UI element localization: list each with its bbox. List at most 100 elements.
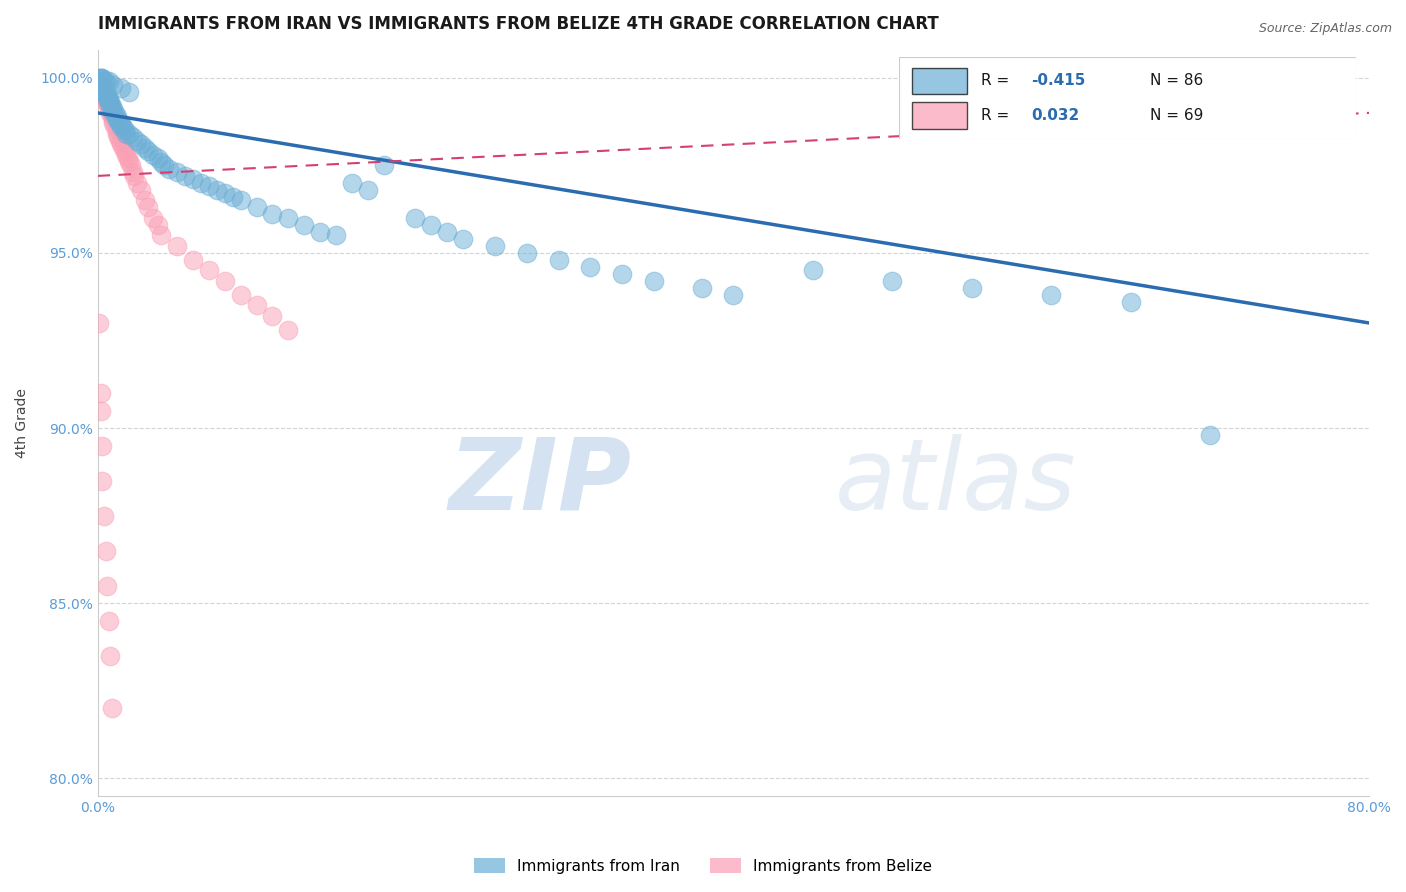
- Point: [89, 81, 111, 95]
- Point: [214, 274, 236, 288]
- Point: [112, 120, 135, 134]
- Point: [94, 85, 117, 99]
- Point: [166, 239, 188, 253]
- Point: [146, 218, 169, 232]
- Point: [93, 88, 115, 103]
- Point: [357, 183, 380, 197]
- Point: [214, 186, 236, 201]
- Point: [90, 81, 112, 95]
- Point: [340, 176, 363, 190]
- Point: [91, 70, 114, 85]
- Point: [98, 95, 121, 110]
- Point: [90, 70, 112, 85]
- Point: [451, 232, 474, 246]
- Point: [89, 70, 111, 85]
- Point: [90, 78, 112, 92]
- Point: [89, 74, 111, 88]
- Point: [97, 92, 120, 106]
- Point: [112, 141, 135, 155]
- Point: [103, 78, 125, 92]
- Point: [98, 99, 121, 113]
- Point: [91, 85, 114, 99]
- Point: [373, 158, 395, 172]
- Point: [157, 161, 180, 176]
- Point: [94, 88, 117, 103]
- Point: [94, 543, 117, 558]
- Point: [96, 92, 118, 106]
- Point: [1040, 288, 1063, 302]
- Point: [127, 176, 149, 190]
- Point: [105, 109, 128, 123]
- Point: [104, 106, 127, 120]
- Point: [610, 267, 633, 281]
- Point: [98, 648, 121, 663]
- Point: [166, 165, 188, 179]
- Point: [91, 438, 114, 452]
- Point: [882, 274, 904, 288]
- Point: [91, 474, 114, 488]
- Point: [190, 176, 212, 190]
- Point: [138, 201, 160, 215]
- Point: [97, 103, 120, 117]
- Point: [105, 127, 128, 141]
- Point: [134, 141, 156, 155]
- Point: [723, 288, 745, 302]
- Point: [292, 218, 315, 232]
- Point: [150, 228, 173, 243]
- Point: [107, 130, 129, 145]
- Point: [104, 120, 127, 134]
- Point: [110, 120, 132, 134]
- Point: [103, 112, 125, 127]
- Point: [150, 154, 173, 169]
- Point: [245, 201, 267, 215]
- Point: [105, 123, 128, 137]
- Point: [89, 316, 111, 330]
- Point: [138, 145, 160, 159]
- Point: [146, 152, 169, 166]
- Point: [108, 134, 131, 148]
- Point: [118, 127, 141, 141]
- Point: [205, 183, 228, 197]
- Point: [103, 116, 125, 130]
- Point: [96, 88, 118, 103]
- Point: [110, 137, 132, 152]
- Point: [142, 211, 165, 225]
- Point: [801, 263, 824, 277]
- Text: atlas: atlas: [835, 434, 1077, 531]
- Text: Source: ZipAtlas.com: Source: ZipAtlas.com: [1258, 22, 1392, 36]
- Y-axis label: 4th Grade: 4th Grade: [15, 388, 30, 458]
- Point: [198, 263, 221, 277]
- Point: [484, 239, 506, 253]
- Point: [110, 81, 132, 95]
- Point: [96, 95, 118, 110]
- Point: [97, 95, 120, 110]
- Point: [94, 74, 117, 88]
- Point: [436, 225, 458, 239]
- Text: IMMIGRANTS FROM IRAN VS IMMIGRANTS FROM BELIZE 4TH GRADE CORRELATION CHART: IMMIGRANTS FROM IRAN VS IMMIGRANTS FROM …: [97, 15, 938, 33]
- Point: [93, 81, 115, 95]
- Point: [114, 123, 136, 137]
- Point: [97, 74, 120, 88]
- Point: [96, 578, 118, 592]
- Point: [89, 85, 111, 99]
- Point: [101, 701, 124, 715]
- Point: [181, 172, 204, 186]
- Point: [90, 78, 112, 92]
- Point: [229, 194, 252, 208]
- Point: [93, 74, 115, 88]
- Point: [325, 228, 347, 243]
- Point: [90, 88, 112, 103]
- Point: [91, 88, 114, 103]
- Point: [516, 246, 538, 260]
- Point: [108, 116, 131, 130]
- Point: [98, 106, 121, 120]
- Point: [262, 207, 284, 221]
- Point: [134, 194, 156, 208]
- Point: [1119, 295, 1142, 310]
- Point: [142, 148, 165, 162]
- Point: [103, 103, 125, 117]
- Point: [89, 78, 111, 92]
- Point: [115, 127, 138, 141]
- Point: [229, 288, 252, 302]
- Point: [103, 106, 125, 120]
